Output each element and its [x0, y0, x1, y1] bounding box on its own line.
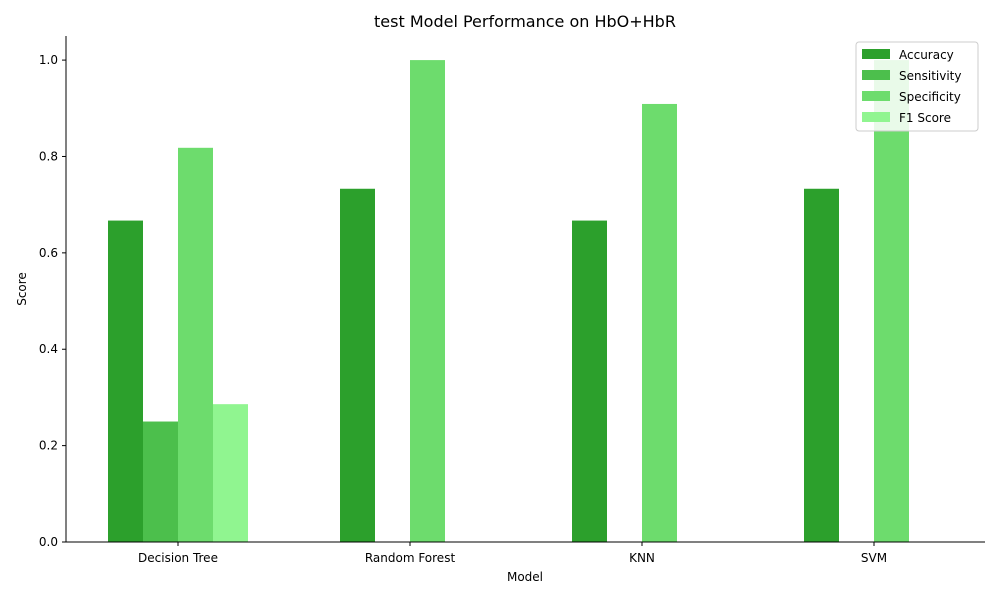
x-axis-label: Model	[507, 570, 543, 584]
bar-specificity-svm	[874, 60, 909, 542]
y-tick-label: 0.6	[39, 246, 58, 260]
bar-accuracy-random-forest	[340, 188, 375, 543]
bar-specificity-knn	[642, 103, 677, 542]
chart-title: test Model Performance on HbO+HbR	[374, 12, 676, 31]
legend-swatch	[862, 70, 890, 80]
bar-accuracy-knn	[572, 220, 607, 542]
legend-label: Specificity	[899, 90, 961, 104]
bar-accuracy-decision-tree	[108, 220, 143, 542]
y-tick-label: 0.0	[39, 535, 58, 549]
x-tick-label: Random Forest	[365, 551, 456, 565]
bar-specificity-random-forest	[410, 60, 445, 542]
y-tick-label: 0.2	[39, 439, 58, 453]
legend-swatch	[862, 112, 890, 122]
x-tick-label: SVM	[861, 551, 887, 565]
y-tick-label: 0.4	[39, 342, 58, 356]
x-tick-label: KNN	[629, 551, 655, 565]
legend-label: F1 Score	[899, 111, 951, 125]
x-tick-label: Decision Tree	[138, 551, 218, 565]
legend-label: Sensitivity	[899, 69, 961, 83]
y-tick-label: 1.0	[39, 53, 58, 67]
legend: Accuracy Sensitivity Specificity F1 Score	[855, 41, 979, 132]
y-tick-label: 0.8	[39, 149, 58, 163]
legend-frame	[855, 41, 979, 132]
bar-f1-score-decision-tree	[213, 404, 248, 542]
legend-swatch	[862, 91, 890, 101]
legend-label: Accuracy	[899, 48, 954, 62]
legend-swatch	[862, 49, 890, 59]
y-axis-label: Score	[15, 272, 29, 306]
y-ticks: 0.0 0.2 0.4 0.6 0.8 1.0	[39, 53, 66, 549]
x-ticks: Decision Tree Random Forest KNN SVM	[138, 542, 887, 565]
bar-sensitivity-decision-tree	[143, 421, 178, 542]
bars-group	[108, 60, 909, 543]
bar-specificity-decision-tree	[178, 147, 213, 542]
bar-accuracy-svm	[804, 188, 839, 543]
